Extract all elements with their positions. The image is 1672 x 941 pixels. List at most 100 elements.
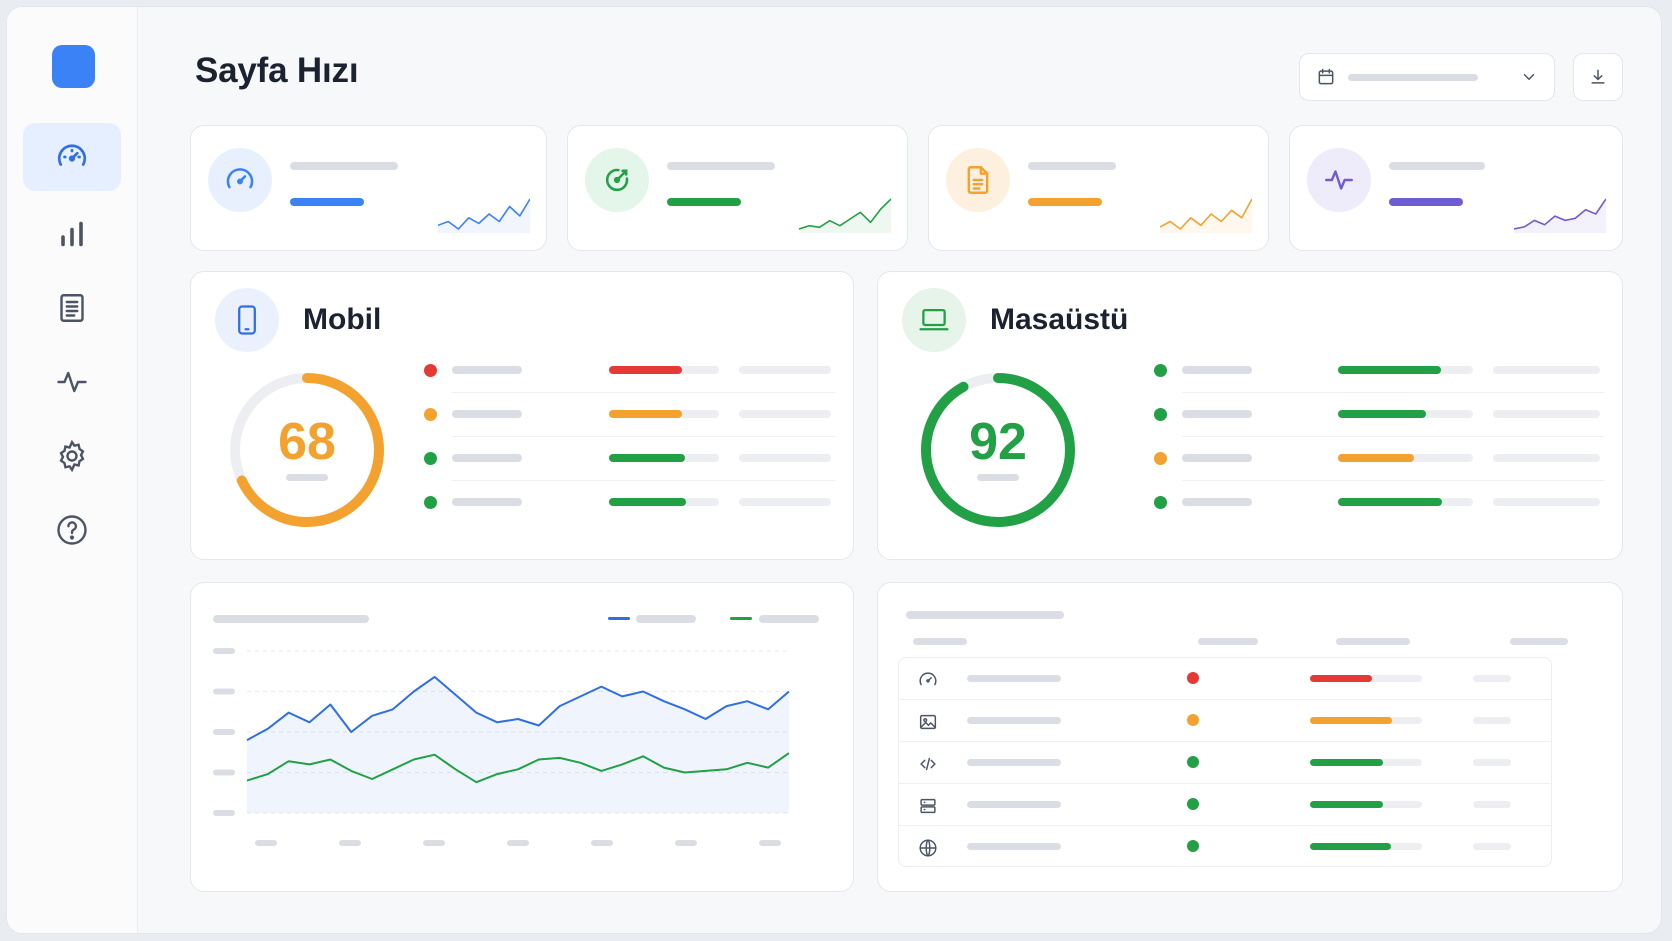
stat-sparkline bbox=[1160, 198, 1252, 233]
stat-value bbox=[667, 198, 741, 206]
sidebar-item-speed[interactable] bbox=[23, 123, 121, 191]
metric-divider bbox=[1182, 480, 1604, 481]
sidebar-item-help[interactable] bbox=[23, 496, 121, 564]
metric-bar-fill bbox=[609, 454, 685, 462]
stat-label bbox=[667, 162, 775, 170]
code-icon bbox=[920, 757, 936, 771]
table-row[interactable] bbox=[899, 742, 1551, 784]
stat-sparkline bbox=[1514, 198, 1606, 233]
series-line bbox=[246, 752, 790, 784]
row-bar bbox=[1310, 759, 1422, 766]
score-caption bbox=[977, 474, 1019, 481]
metric-bar bbox=[1338, 410, 1473, 418]
metric-value bbox=[739, 410, 831, 418]
metric-bar-fill bbox=[1338, 454, 1414, 462]
app-logo[interactable] bbox=[52, 45, 95, 88]
device-icon-badge bbox=[215, 288, 279, 352]
stat-card-speed[interactable] bbox=[190, 125, 547, 251]
sidebar bbox=[7, 7, 138, 933]
sparkline-line bbox=[438, 198, 530, 230]
series-line bbox=[246, 675, 790, 741]
metric-label bbox=[1182, 454, 1252, 462]
sidebar-item-reports[interactable] bbox=[23, 200, 121, 268]
score-gauge: 68 bbox=[225, 368, 389, 532]
mobile-card: Mobil 68 bbox=[190, 271, 854, 560]
row-label bbox=[967, 717, 1061, 724]
x-tick-label bbox=[423, 840, 445, 846]
y-tick-label bbox=[213, 648, 235, 654]
status-dot bbox=[1187, 840, 1199, 852]
status-dot bbox=[1154, 364, 1167, 377]
sidebar-item-settings[interactable] bbox=[23, 422, 121, 490]
row-bar-fill bbox=[1310, 801, 1383, 808]
metric-bar bbox=[609, 454, 719, 462]
stat-value bbox=[290, 198, 364, 206]
stat-card-resources[interactable] bbox=[928, 125, 1269, 251]
y-tick-label bbox=[213, 688, 235, 695]
sidebar-item-documents[interactable] bbox=[23, 274, 121, 342]
row-label bbox=[967, 843, 1061, 850]
table-row[interactable] bbox=[899, 784, 1551, 826]
speedometer-icon bbox=[57, 144, 87, 166]
table-row[interactable] bbox=[899, 700, 1551, 742]
status-dot bbox=[1154, 408, 1167, 421]
metric-value bbox=[1493, 498, 1600, 506]
metric-bar-fill bbox=[1338, 366, 1441, 374]
metric-divider bbox=[452, 392, 835, 393]
stat-icon-badge bbox=[208, 148, 272, 212]
score-value: 68 bbox=[278, 413, 336, 471]
metric-value bbox=[739, 366, 831, 374]
status-dot bbox=[424, 496, 437, 509]
x-tick-label bbox=[675, 840, 697, 846]
status-dot bbox=[1154, 496, 1167, 509]
table-title-placeholder bbox=[906, 611, 1064, 619]
date-range-select[interactable] bbox=[1299, 53, 1555, 101]
laptop-icon bbox=[919, 308, 949, 331]
status-dot bbox=[1187, 756, 1199, 768]
metric-label bbox=[1182, 366, 1252, 374]
metric-bar bbox=[1338, 498, 1473, 506]
gear-icon bbox=[59, 439, 85, 473]
smartphone-icon bbox=[238, 305, 256, 335]
sparkline-area bbox=[1160, 199, 1252, 233]
export-button[interactable] bbox=[1573, 53, 1623, 101]
row-bar bbox=[1310, 675, 1422, 682]
series-area bbox=[247, 676, 789, 813]
x-tick-label bbox=[255, 840, 277, 846]
metric-label bbox=[452, 410, 522, 418]
stat-value bbox=[1389, 198, 1463, 206]
stat-value bbox=[1028, 198, 1102, 206]
legend-label bbox=[636, 615, 696, 623]
sparkline-line bbox=[1160, 198, 1252, 230]
status-dot bbox=[1187, 714, 1199, 726]
score-ring bbox=[921, 373, 1075, 527]
score-value: 92 bbox=[969, 413, 1027, 471]
app-window: Sayfa Hızı bbox=[6, 6, 1662, 934]
stat-card-score[interactable] bbox=[567, 125, 908, 251]
row-bar-fill bbox=[1310, 675, 1372, 682]
metric-divider bbox=[1182, 392, 1604, 393]
desktop-card: Masaüstü 92 bbox=[877, 271, 1623, 560]
row-bar-fill bbox=[1310, 843, 1391, 850]
sparkline-line bbox=[799, 198, 891, 230]
metric-divider bbox=[452, 480, 835, 481]
device-icon-badge bbox=[902, 288, 966, 352]
activity-icon bbox=[1325, 170, 1353, 190]
metric-value bbox=[739, 498, 831, 506]
metric-label bbox=[452, 366, 522, 374]
row-value bbox=[1473, 801, 1511, 808]
stat-card-activity[interactable] bbox=[1289, 125, 1623, 251]
metric-bar-fill bbox=[609, 366, 682, 374]
stat-label bbox=[1028, 162, 1116, 170]
metric-bar bbox=[1338, 366, 1473, 374]
sidebar-item-activity[interactable] bbox=[23, 348, 121, 416]
score-ring bbox=[230, 373, 384, 527]
table-row[interactable] bbox=[899, 658, 1551, 700]
stat-label bbox=[290, 162, 398, 170]
date-range-value bbox=[1348, 73, 1478, 81]
target-icon bbox=[605, 168, 629, 192]
legend-label bbox=[759, 615, 819, 623]
gauge-progress bbox=[230, 373, 384, 527]
table-row[interactable] bbox=[899, 826, 1551, 868]
row-bar bbox=[1310, 717, 1422, 724]
